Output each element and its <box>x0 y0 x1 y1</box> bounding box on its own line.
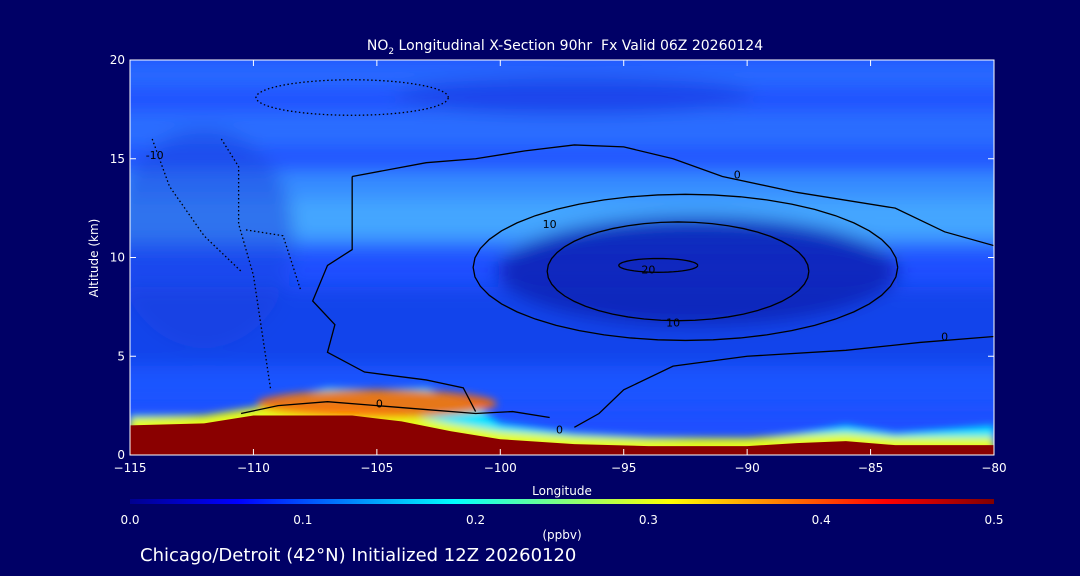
contour-minus10-west <box>151 138 242 272</box>
contour-minus10 <box>245 229 301 290</box>
contour-label-2: 20 <box>641 263 655 276</box>
mid-upper-band <box>130 109 994 149</box>
colorbar-tick-label-0: 0.0 <box>120 513 139 527</box>
colorbar <box>130 499 994 504</box>
contour-label-1: 10 <box>543 218 557 231</box>
contour-label-6: 0 <box>556 423 563 436</box>
y-tick-label-2: 10 <box>110 251 125 265</box>
colorbar-tick-label-4: 0.4 <box>812 513 831 527</box>
contour-label-3: 10 <box>666 317 680 330</box>
concentration-field <box>130 60 994 455</box>
x-tick-label-7: −80 <box>981 461 1006 475</box>
y-tick-label-3: 15 <box>110 152 125 166</box>
x-tick-label-2: −105 <box>360 461 393 475</box>
colorbar-tick-label-2: 0.2 <box>466 513 485 527</box>
y-axis-label: Altitude (km) <box>87 219 101 298</box>
footer-caption: Chicago/Detroit (42°N) Initialized 12Z 2… <box>140 545 576 566</box>
contour-label-4: 0 <box>941 330 948 343</box>
contour-15 <box>546 221 810 322</box>
contour-20 <box>618 257 699 273</box>
contour-lines: 0 10 20 10 0 0 0 -10 <box>146 79 994 436</box>
y-tick-label-0: 0 <box>117 448 125 462</box>
dark-core <box>497 216 898 327</box>
chart-title: NO2 Longitudinal X-Section 90hr Fx Valid… <box>367 38 763 57</box>
contour-minus10-upper <box>255 79 450 116</box>
colorbar-tick-label-5: 0.5 <box>984 513 1003 527</box>
colorbar-tick-label-1: 0.1 <box>293 513 312 527</box>
colorbar-tick-label-3: 0.3 <box>639 513 658 527</box>
x-tick-label-6: −85 <box>858 461 883 475</box>
colorbar-ticks: 0.0 0.1 0.2 0.3 0.4 0.5 <box>120 513 1003 527</box>
x-axis-label: Longitude <box>532 484 592 498</box>
contour-0-east <box>574 335 994 428</box>
contour-label-5: 0 <box>376 398 383 411</box>
terrain <box>130 415 994 455</box>
x-tick-label-3: −100 <box>484 461 517 475</box>
x-tick-label-4: −95 <box>611 461 636 475</box>
contour-label-7: -10 <box>146 149 164 162</box>
pbl-band <box>130 366 994 406</box>
contour-0-lowlevel <box>240 401 550 419</box>
contour-0-upper <box>352 144 994 247</box>
colorbar-unit-label: (ppbv) <box>542 528 581 542</box>
west-dark-column <box>130 127 295 348</box>
x-tick-label-0: −115 <box>114 461 147 475</box>
upper-dark-lens <box>394 75 755 116</box>
y-tick-label-1: 5 <box>117 349 125 363</box>
contour-10 <box>472 193 899 342</box>
contour-0-west <box>311 176 477 412</box>
y-axis: 0 5 10 15 20 <box>110 53 994 462</box>
y-tick-label-4: 20 <box>110 53 125 67</box>
x-axis: −115 −110 −105 −100 −95 −90 −85 −80 <box>114 60 1007 475</box>
x-tick-label-1: −110 <box>237 461 270 475</box>
contour-label-0: 0 <box>734 169 741 182</box>
x-tick-label-5: −90 <box>734 461 759 475</box>
